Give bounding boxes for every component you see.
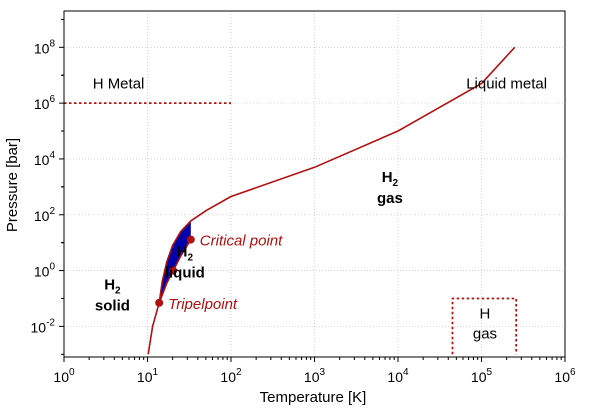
y-tick-label: 10-2: [31, 317, 56, 335]
y-tick-label: 108: [34, 38, 56, 56]
x-tick-label: 100: [53, 367, 75, 385]
y-axis-label: Pressure [bar]: [4, 138, 21, 232]
critical-point-label: Critical point: [200, 233, 283, 250]
y-tick-label: 104: [34, 150, 56, 168]
h2-solid-label: solid: [95, 297, 130, 314]
h2-solid-formula: H2: [104, 276, 121, 296]
axis-ticks: 100 101 102 103 104 105 106 10-2 100 102 104 106 108: [31, 18, 576, 385]
y-tick-label: 100: [34, 262, 56, 280]
phase-curves: [64, 46, 518, 355]
h2-liquid-formula: H2: [177, 244, 194, 264]
x-tick-label: 104: [387, 367, 409, 385]
y-tick-label: 102: [34, 206, 56, 224]
x-axis-label: Temperature [K]: [260, 389, 367, 406]
x-tick-label: 105: [471, 367, 493, 385]
triple-point-marker: [155, 298, 164, 307]
liquid-metal-label: Liquid metal: [466, 76, 547, 93]
h-gas-label: gas: [473, 325, 497, 342]
x-tick-label: 102: [220, 367, 242, 385]
x-tick-label: 101: [137, 367, 159, 385]
triple-point-label: Tripelpoint: [168, 296, 238, 313]
h2-gas-formula: H2: [382, 169, 399, 189]
y-tick-label: 106: [34, 94, 56, 112]
melting-curve-line: [158, 46, 516, 303]
h-gas-formula: H: [480, 305, 491, 322]
critical-point-marker: [186, 235, 195, 244]
h-metal-label: H Metal: [93, 76, 145, 93]
liquid-point-marker: [169, 266, 178, 275]
x-tick-label: 103: [304, 367, 326, 385]
h2-liquid-label: liquid: [165, 265, 205, 282]
solid-gas-boundary-line: [147, 302, 160, 355]
h-gas-box-line: [451, 297, 518, 355]
region-labels: H Metal Liquid metalH2gasH2solidH2liquidH…: [93, 76, 547, 343]
h2-gas-label: gas: [377, 190, 403, 207]
special-points: Tripelpoint Critical point: [155, 233, 283, 313]
x-tick-label: 106: [554, 367, 576, 385]
